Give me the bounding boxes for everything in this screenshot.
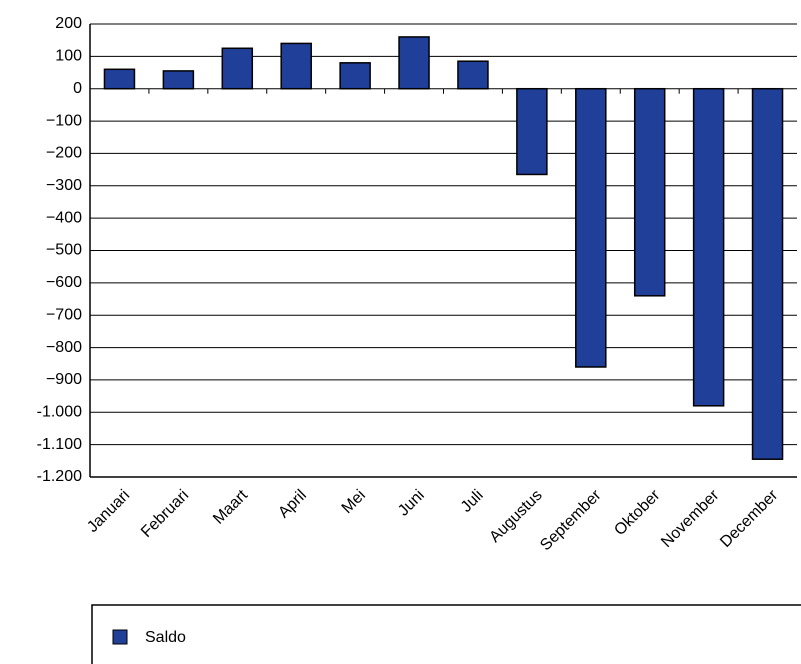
- bar: [339, 62, 371, 90]
- bar: [162, 70, 195, 90]
- y-tick-label: -1.100: [37, 436, 82, 453]
- legend-swatch: [112, 629, 128, 645]
- y-tick-label: −500: [46, 242, 82, 259]
- x-tick-label: Mei: [339, 487, 369, 517]
- y-tick-label: −100: [46, 112, 82, 129]
- y-tick-label: -1.200: [37, 468, 82, 485]
- y-tick-label: 0: [73, 80, 82, 97]
- y-tick-label: −400: [46, 209, 82, 226]
- x-tick-label: December: [717, 486, 782, 551]
- bar: [398, 36, 430, 90]
- bar: [221, 47, 254, 90]
- y-tick-label: −600: [46, 274, 82, 291]
- x-tick-label: September: [537, 486, 605, 554]
- x-tick-label: Maart: [210, 486, 251, 527]
- bar: [280, 42, 312, 90]
- x-tick-label: Februari: [138, 487, 192, 541]
- y-tick-label: −900: [46, 371, 82, 388]
- x-tick-label: April: [275, 487, 310, 522]
- y-tick-label: 100: [55, 48, 82, 65]
- bar: [692, 87, 725, 407]
- x-tick-label: November: [658, 486, 723, 551]
- bar: [457, 60, 489, 90]
- y-tick-label: −300: [46, 177, 82, 194]
- bar: [575, 87, 607, 368]
- x-tick-label: Januari: [84, 487, 133, 536]
- y-tick-label: 200: [55, 15, 82, 32]
- bar: [751, 87, 784, 460]
- bar: [516, 87, 548, 176]
- x-tick-label: Augustus: [486, 487, 545, 546]
- y-tick-label: −200: [46, 145, 82, 162]
- bar: [633, 87, 666, 297]
- x-tick-label: Oktober: [611, 486, 664, 539]
- y-tick-label: −800: [46, 339, 82, 356]
- legend-label: Saldo: [145, 629, 186, 646]
- bar: [103, 68, 136, 90]
- y-tick-label: −700: [46, 306, 82, 323]
- x-tick-label: Juni: [395, 487, 428, 520]
- legend-box: [91, 604, 801, 664]
- y-tick-label: -1.000: [37, 404, 82, 421]
- x-tick-label: Juli: [458, 487, 487, 516]
